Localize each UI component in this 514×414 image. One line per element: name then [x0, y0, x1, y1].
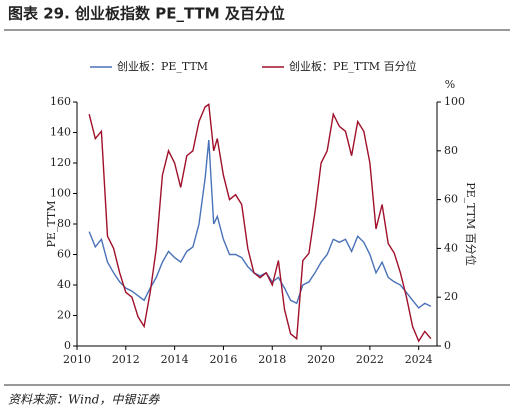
y2-tick-label: 60 — [444, 193, 458, 206]
x-tick-label: 2018 — [258, 353, 286, 366]
y2-tick-label: 100 — [444, 95, 465, 108]
x-tick-label: 2010 — [63, 353, 91, 366]
series-line — [88, 140, 432, 309]
y-tick-label: 100 — [50, 187, 71, 200]
x-tick-label: 2012 — [112, 353, 140, 366]
y2-axis-label: PE_TTM 百分位 — [464, 182, 478, 266]
source: 资料来源：Wind，中银证券 — [8, 393, 160, 407]
y-tick-label: 0 — [64, 339, 71, 352]
y-tick-label: 40 — [57, 278, 71, 291]
y-axis-label: PE_TTM — [45, 200, 58, 247]
x-tick-label: 2014 — [161, 353, 189, 366]
x-tick-label: 2016 — [209, 353, 237, 366]
legend-label: 创业板：PE_TTM 百分位 — [289, 59, 417, 73]
y2-tick-label: 80 — [444, 144, 458, 157]
y-tick-label: 120 — [50, 156, 71, 169]
y-tick-label: 60 — [57, 248, 71, 261]
y2-tick-label: 20 — [444, 290, 458, 303]
x-tick-label: 2020 — [307, 353, 335, 366]
y2-tick-label: 0 — [444, 339, 451, 352]
y-tick-label: 20 — [57, 309, 71, 322]
x-tick-label: 2022 — [356, 353, 384, 366]
y-tick-label: 140 — [50, 126, 71, 139]
x-tick-label: 2024 — [405, 353, 433, 366]
legend-label: 创业板：PE_TTM — [117, 59, 208, 73]
y2-unit: % — [445, 78, 455, 91]
y-tick-label: 160 — [50, 95, 71, 108]
series-line — [88, 103, 432, 343]
y-tick-label: 80 — [57, 217, 71, 230]
chart-title: 图表 29. 创业板指数 PE_TTM 及百分位 — [8, 5, 285, 23]
y2-tick-label: 40 — [444, 241, 458, 254]
